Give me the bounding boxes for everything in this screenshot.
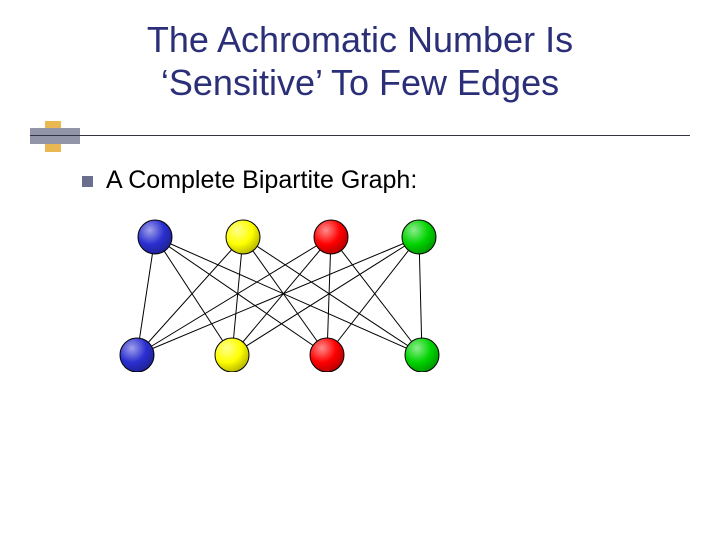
graph-edge bbox=[232, 237, 419, 355]
slide-title: The Achromatic Number Is ‘Sensitive’ To … bbox=[147, 18, 573, 104]
graph-edge bbox=[419, 237, 422, 355]
bullet-text: A Complete Bipartite Graph: bbox=[106, 166, 417, 195]
graph-node bbox=[226, 220, 260, 254]
graph-edge bbox=[327, 237, 419, 355]
graph-edge bbox=[327, 237, 331, 355]
graph-edge bbox=[137, 237, 243, 355]
graph-node bbox=[314, 220, 348, 254]
graph-edge bbox=[243, 237, 422, 355]
graph-edge bbox=[232, 237, 331, 355]
bullet-marker-icon bbox=[82, 176, 93, 187]
graph-node bbox=[215, 338, 249, 372]
graph-node bbox=[120, 338, 154, 372]
graph-node bbox=[405, 338, 439, 372]
title-underline bbox=[30, 135, 690, 136]
graph-node bbox=[402, 220, 436, 254]
graph-edge bbox=[155, 237, 422, 355]
slide-title-container: The Achromatic Number Is ‘Sensitive’ To … bbox=[0, 18, 720, 104]
slide-title-line2: ‘Sensitive’ To Few Edges bbox=[147, 61, 573, 104]
graph-node bbox=[138, 220, 172, 254]
bipartite-graph bbox=[113, 217, 443, 372]
graph-node bbox=[310, 338, 344, 372]
graph-edge bbox=[243, 237, 327, 355]
slide-title-line1: The Achromatic Number Is bbox=[147, 18, 573, 61]
accent-horizontal bbox=[30, 128, 80, 144]
